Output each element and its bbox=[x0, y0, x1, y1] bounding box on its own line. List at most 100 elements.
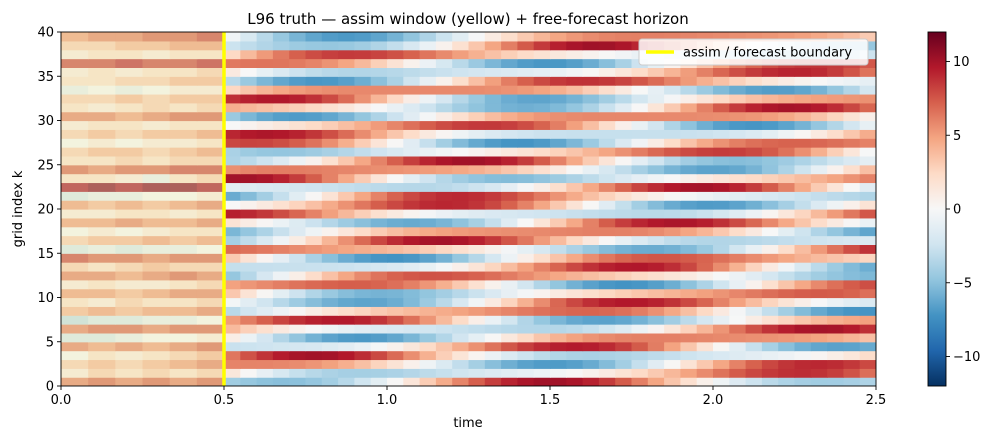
heat-cell bbox=[452, 332, 470, 343]
heat-cell bbox=[664, 200, 681, 210]
heat-cell bbox=[321, 155, 339, 166]
heat-cell bbox=[419, 377, 437, 386]
heat-cell bbox=[338, 173, 355, 184]
heat-cell bbox=[468, 191, 486, 201]
heat-cell bbox=[533, 67, 551, 77]
heat-cell bbox=[810, 155, 828, 166]
x-tick-label: 1.0 bbox=[377, 393, 398, 408]
heat-cell bbox=[582, 262, 600, 272]
heat-cell bbox=[680, 164, 698, 175]
heat-cell bbox=[566, 58, 584, 68]
heat-cell bbox=[289, 350, 307, 361]
heat-cell bbox=[566, 40, 584, 51]
heat-cell bbox=[419, 306, 437, 316]
heat-cell bbox=[272, 67, 290, 77]
heat-cell bbox=[533, 341, 551, 352]
heat-cell bbox=[550, 67, 567, 77]
heat-cell bbox=[517, 147, 535, 157]
heat-cell bbox=[794, 76, 812, 86]
heat-cell bbox=[484, 324, 502, 334]
heat-cell bbox=[664, 102, 681, 113]
heat-cell bbox=[761, 102, 779, 113]
heat-cell bbox=[354, 129, 372, 139]
heat-cell bbox=[452, 341, 470, 352]
heat-cell bbox=[680, 270, 698, 281]
heat-cell bbox=[501, 173, 518, 184]
heat-cell bbox=[142, 324, 171, 334]
heat-cell bbox=[484, 253, 502, 263]
heat-cell bbox=[761, 350, 779, 361]
heat-cell bbox=[196, 102, 225, 113]
heat-cell bbox=[729, 111, 747, 122]
heat-cell bbox=[566, 85, 584, 95]
heat-cell bbox=[370, 76, 388, 86]
heat-cell bbox=[403, 288, 421, 299]
heat-cell bbox=[517, 182, 535, 192]
heat-cell bbox=[501, 67, 518, 77]
heat-cell bbox=[713, 191, 730, 201]
heat-cell bbox=[647, 147, 665, 157]
heat-cell bbox=[224, 173, 241, 184]
heat-cell bbox=[370, 288, 388, 299]
heat-cell bbox=[582, 32, 600, 42]
heat-cell bbox=[533, 368, 551, 378]
heat-cell bbox=[452, 164, 470, 175]
heat-cell bbox=[843, 253, 861, 263]
heat-cell bbox=[810, 368, 828, 378]
heat-cell bbox=[615, 359, 633, 369]
heat-cell bbox=[468, 40, 486, 51]
heat-cell bbox=[403, 85, 421, 95]
heat-cell bbox=[435, 120, 453, 130]
heat-cell bbox=[403, 306, 421, 316]
heat-cell bbox=[713, 32, 730, 42]
heat-cell bbox=[88, 359, 116, 369]
heat-cell bbox=[843, 32, 861, 42]
heat-cell bbox=[272, 270, 290, 281]
heat-cell bbox=[729, 147, 747, 157]
heat-cell bbox=[533, 58, 551, 68]
heat-cell bbox=[566, 147, 584, 157]
heat-cell bbox=[647, 182, 665, 192]
heat-cell bbox=[354, 279, 372, 290]
heat-cell bbox=[256, 253, 274, 263]
heat-cell bbox=[61, 40, 89, 51]
heat-cell bbox=[115, 209, 144, 219]
heat-cell bbox=[88, 270, 116, 281]
heat-cell bbox=[843, 262, 861, 272]
heat-cell bbox=[435, 288, 453, 299]
heat-cell bbox=[859, 270, 876, 281]
heat-cell bbox=[794, 306, 812, 316]
heat-cell bbox=[61, 226, 89, 237]
heat-cell bbox=[582, 155, 600, 166]
heat-cell bbox=[729, 244, 747, 254]
heat-cell bbox=[468, 359, 486, 369]
heat-cell bbox=[696, 332, 714, 343]
heat-cell bbox=[403, 324, 421, 334]
heat-cell bbox=[598, 341, 616, 352]
heat-cell bbox=[843, 306, 861, 316]
heat-cell bbox=[501, 279, 518, 290]
heat-cell bbox=[713, 111, 730, 122]
heat-cell bbox=[729, 191, 747, 201]
heat-cell bbox=[517, 324, 535, 334]
heat-cell bbox=[142, 217, 171, 228]
heat-cell bbox=[142, 111, 171, 122]
heat-cell bbox=[778, 209, 796, 219]
heat-cell bbox=[289, 209, 307, 219]
heat-cell bbox=[387, 350, 404, 361]
heat-cell bbox=[419, 368, 437, 378]
heat-cell bbox=[370, 350, 388, 361]
heat-cell bbox=[224, 341, 241, 352]
heat-cell bbox=[169, 297, 198, 307]
heat-cell bbox=[778, 111, 796, 122]
heat-cell bbox=[647, 32, 665, 42]
heat-cell bbox=[696, 209, 714, 219]
heat-cell bbox=[533, 235, 551, 245]
heat-cell bbox=[810, 253, 828, 263]
heat-cell bbox=[468, 332, 486, 343]
heat-cell bbox=[403, 32, 421, 42]
heat-cell bbox=[501, 217, 518, 228]
heat-cell bbox=[631, 324, 649, 334]
heat-cell bbox=[598, 226, 616, 237]
heat-cell bbox=[387, 49, 404, 60]
